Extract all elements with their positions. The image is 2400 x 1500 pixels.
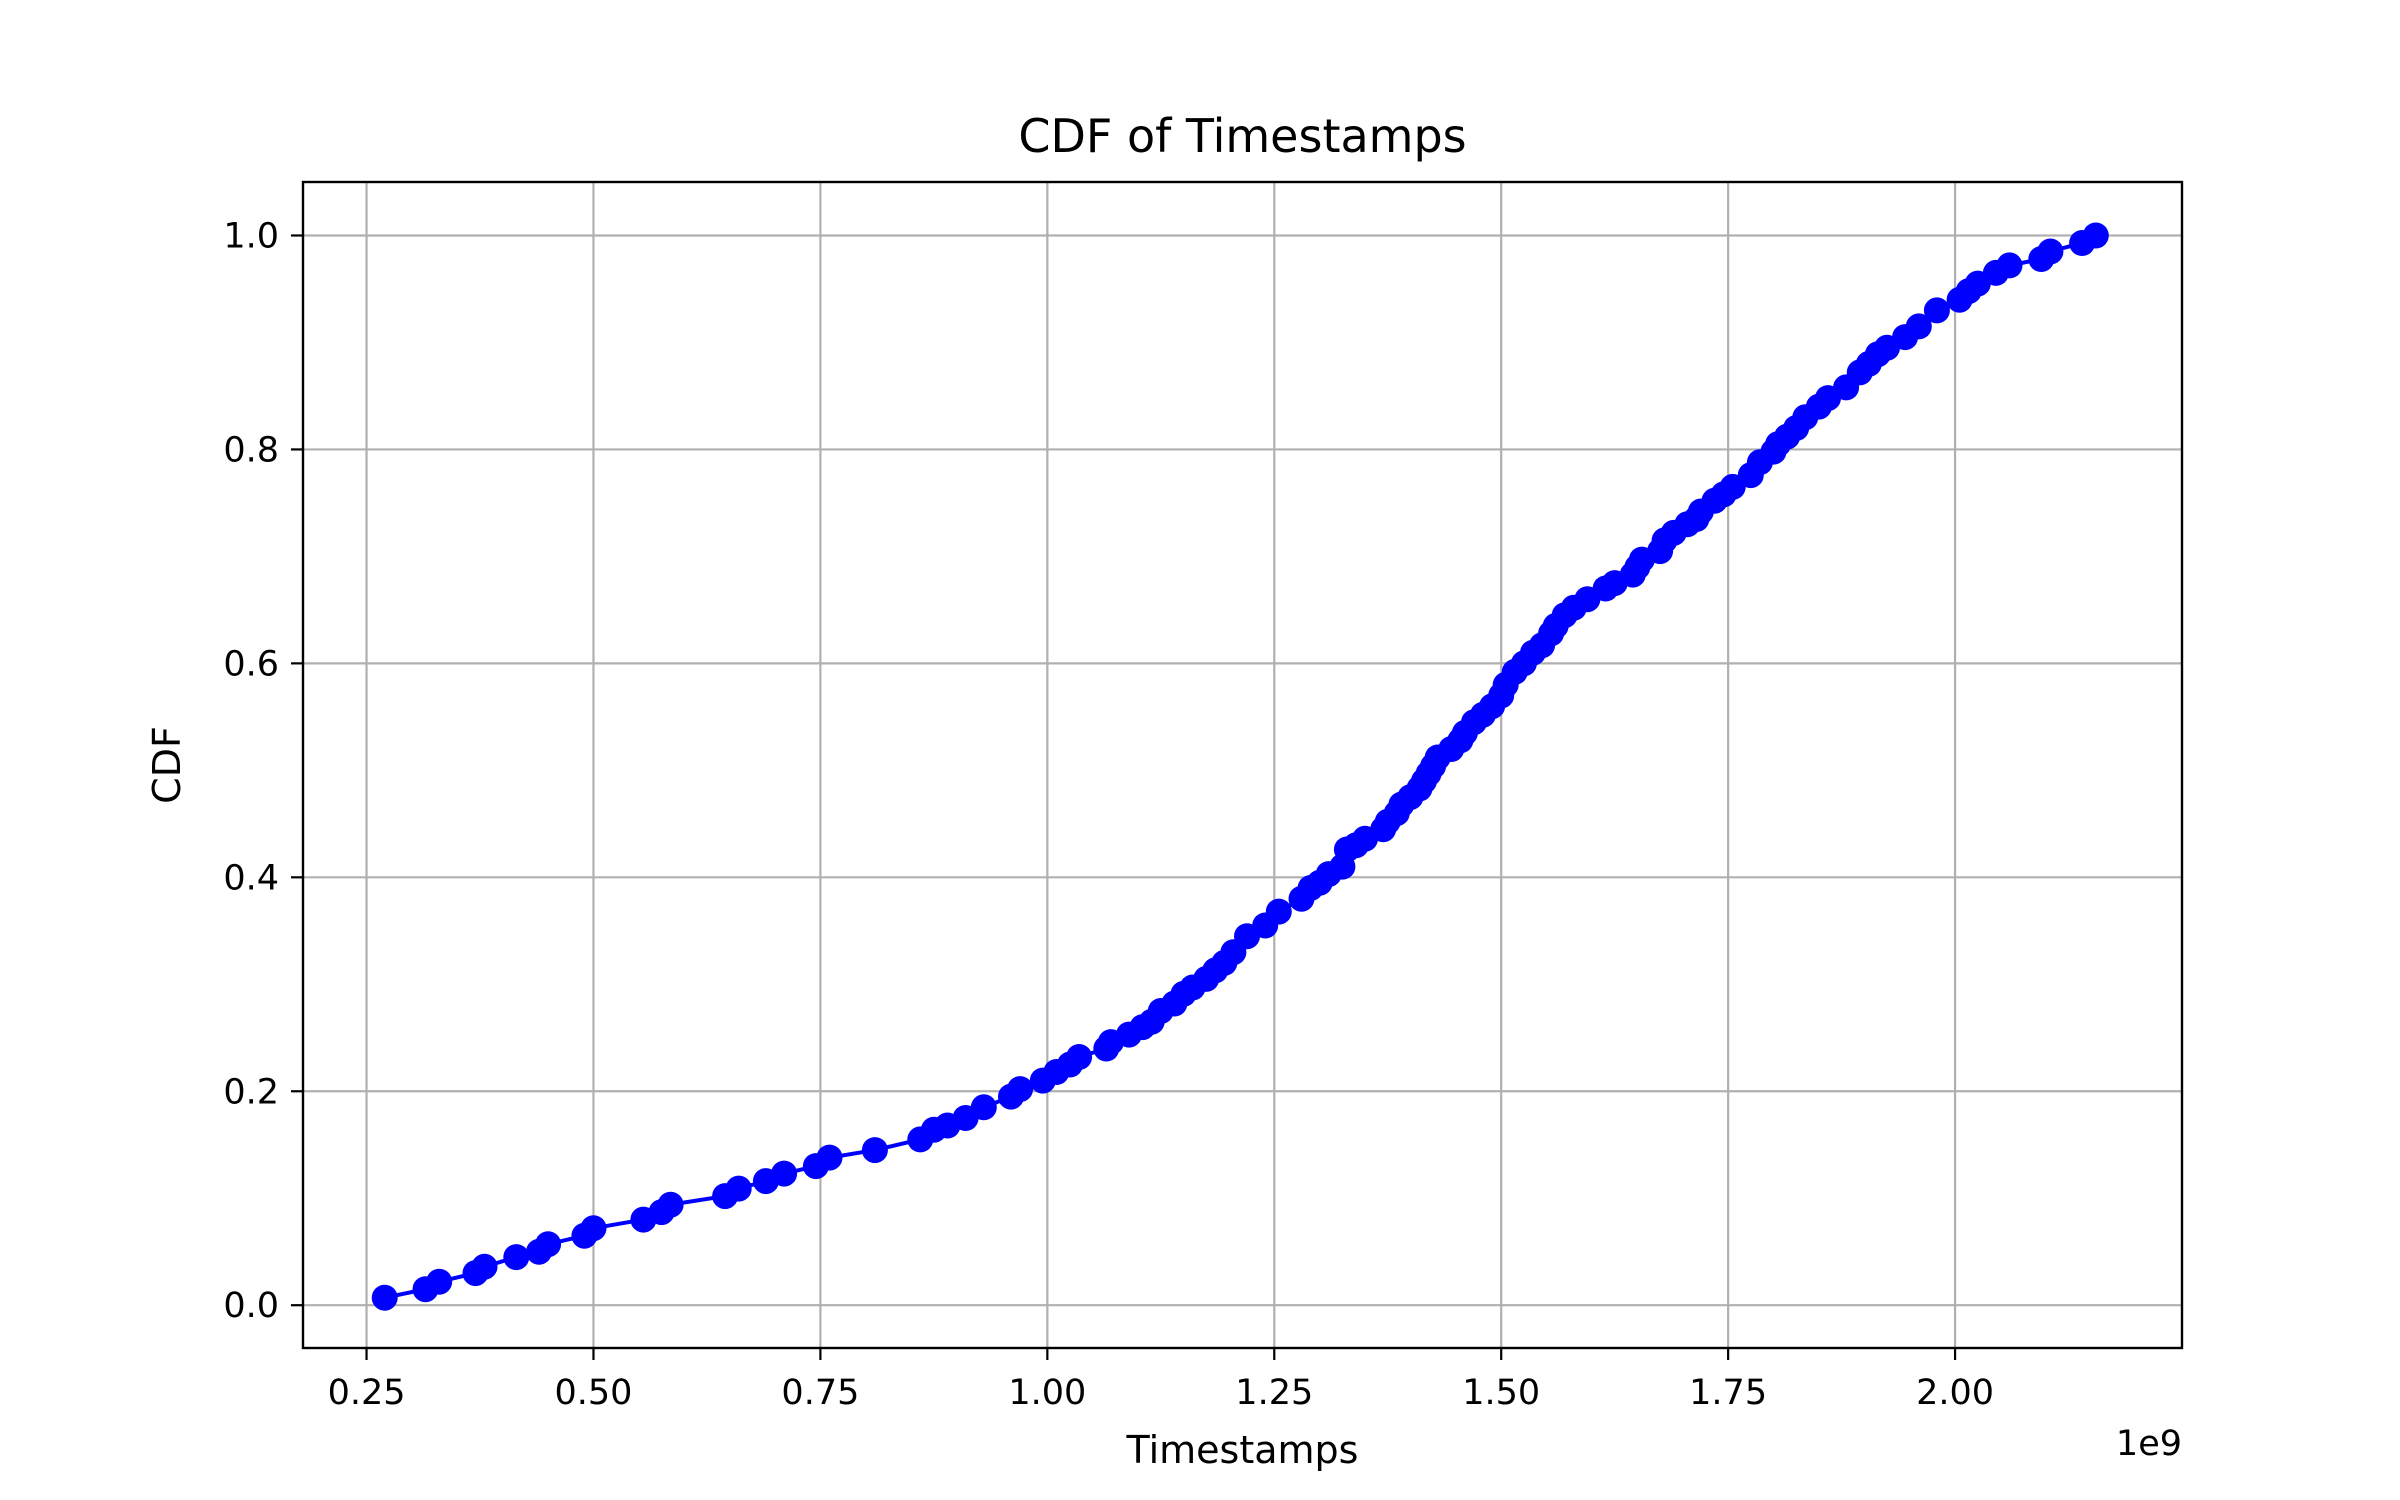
plot-frame bbox=[301, 180, 2184, 1350]
data-point bbox=[771, 1160, 798, 1187]
axis-ticks bbox=[291, 234, 1957, 1360]
x-axis-label: Timestamps bbox=[1126, 1428, 1359, 1472]
y-tick-label: 0.6 bbox=[223, 644, 279, 684]
x-tick-label: 1.00 bbox=[1008, 1373, 1086, 1413]
data-point bbox=[816, 1144, 843, 1171]
x-axis-offset-text: 1e9 bbox=[2116, 1424, 2182, 1464]
x-tick-label: 0.75 bbox=[781, 1373, 859, 1413]
data-point bbox=[1007, 1076, 1034, 1103]
data-point bbox=[2037, 238, 2064, 265]
data-point bbox=[535, 1231, 562, 1258]
cdf-series bbox=[371, 222, 2109, 1311]
grid-lines bbox=[303, 182, 2182, 1348]
y-tick-label: 0.8 bbox=[223, 430, 279, 470]
data-point bbox=[1996, 252, 2023, 279]
data-point bbox=[1066, 1044, 1093, 1070]
x-tick-label: 0.50 bbox=[555, 1373, 633, 1413]
data-point bbox=[1265, 898, 1292, 925]
x-tick-label: 2.00 bbox=[1916, 1373, 1994, 1413]
data-point bbox=[1905, 313, 1932, 340]
data-point bbox=[503, 1244, 530, 1271]
y-tick-label: 0.4 bbox=[223, 858, 279, 898]
data-point bbox=[1923, 297, 1950, 324]
y-tick-label: 0.2 bbox=[223, 1072, 279, 1112]
data-point bbox=[471, 1253, 498, 1280]
y-axis-label: CDF bbox=[145, 726, 189, 804]
data-point bbox=[970, 1094, 997, 1121]
y-tick-label: 1.0 bbox=[223, 216, 279, 256]
x-tick-label: 1.25 bbox=[1235, 1373, 1313, 1413]
x-tick-label: 1.75 bbox=[1689, 1373, 1767, 1413]
data-point bbox=[580, 1215, 607, 1242]
chart-title: CDF of Timestamps bbox=[1018, 109, 1466, 163]
data-point bbox=[426, 1268, 453, 1295]
tick-labels: 0.25 0.50 0.75 1.00 1.25 1.50 1.75 2.00 0.0 0.2 0.… bbox=[223, 216, 1994, 1413]
x-tick-label: 0.25 bbox=[328, 1373, 406, 1413]
x-tick-label: 1.50 bbox=[1462, 1373, 1540, 1413]
y-tick-label: 0.0 bbox=[223, 1286, 279, 1326]
data-point bbox=[861, 1137, 888, 1164]
data-point bbox=[657, 1191, 684, 1218]
data-point bbox=[725, 1175, 752, 1202]
data-point bbox=[2082, 222, 2109, 249]
data-point bbox=[371, 1284, 398, 1311]
